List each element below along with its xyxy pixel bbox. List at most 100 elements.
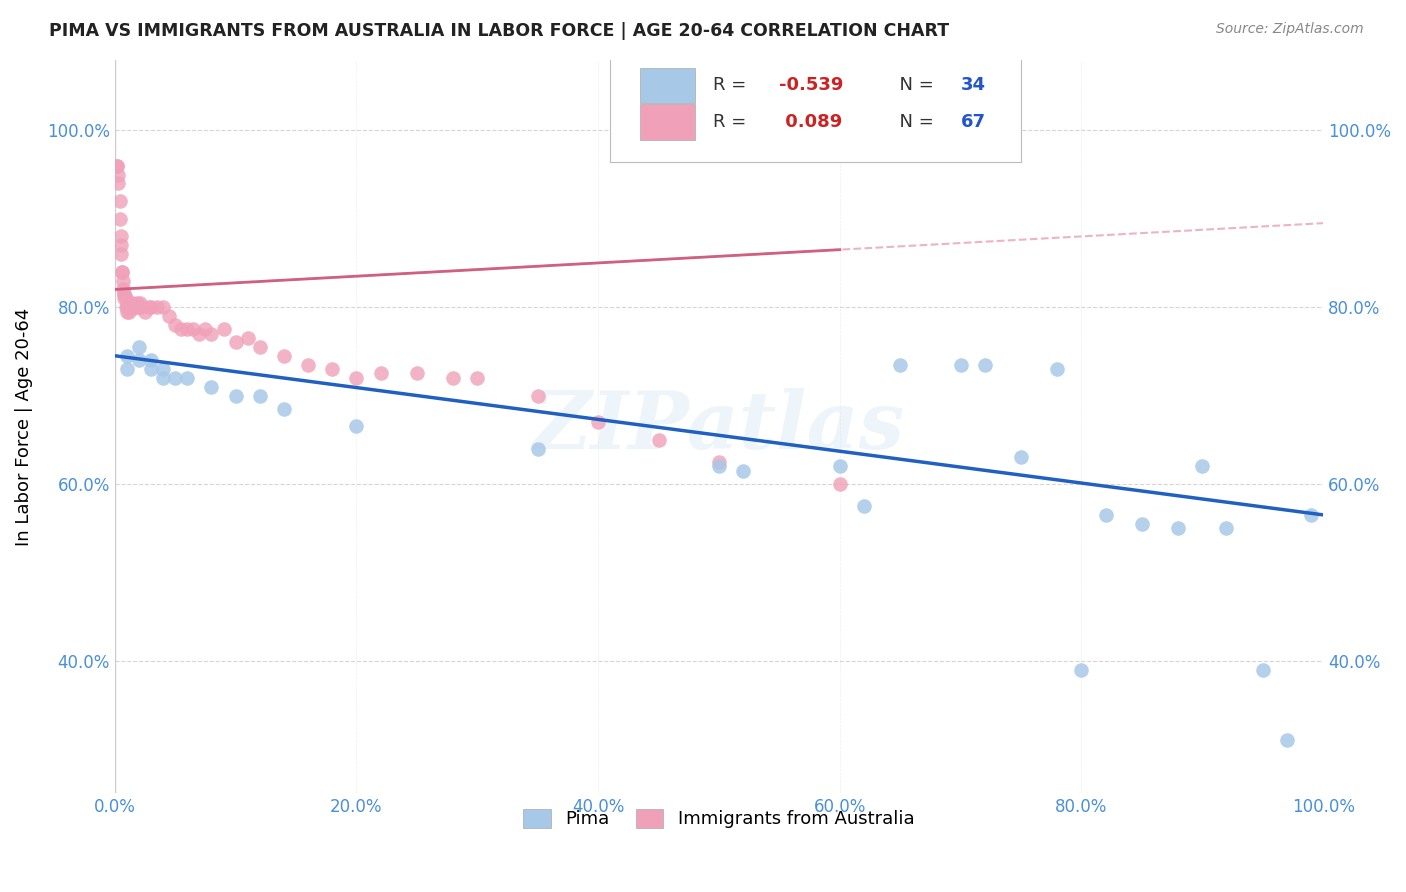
Point — [139, 353, 162, 368]
Point — [1191, 459, 1213, 474]
Point — [131, 300, 153, 314]
Point — [200, 380, 222, 394]
Point — [405, 367, 427, 381]
Point — [346, 371, 368, 385]
Point — [117, 300, 139, 314]
Point — [346, 419, 368, 434]
Point — [1275, 733, 1298, 747]
Point — [1094, 508, 1116, 522]
Point — [110, 238, 132, 252]
Point — [852, 499, 875, 513]
Text: PIMA VS IMMIGRANTS FROM AUSTRALIA IN LABOR FORCE | AGE 20-64 CORRELATION CHART: PIMA VS IMMIGRANTS FROM AUSTRALIA IN LAB… — [49, 22, 949, 40]
Point — [114, 291, 136, 305]
Point — [122, 300, 145, 314]
Point — [586, 415, 609, 429]
Point — [889, 358, 911, 372]
Point — [118, 304, 141, 318]
Point — [152, 362, 174, 376]
Point — [297, 358, 319, 372]
Point — [1070, 663, 1092, 677]
Point — [134, 304, 156, 318]
Point — [115, 300, 138, 314]
Point — [122, 300, 145, 314]
Point — [828, 459, 851, 474]
Point — [249, 340, 271, 354]
Point — [111, 265, 134, 279]
FancyBboxPatch shape — [610, 56, 1021, 162]
Point — [139, 362, 162, 376]
Point — [114, 300, 136, 314]
Point — [107, 168, 129, 182]
Point — [181, 322, 204, 336]
Point — [152, 300, 174, 314]
Point — [1130, 516, 1153, 531]
Point — [115, 304, 138, 318]
Point — [1046, 362, 1069, 376]
Point — [707, 455, 730, 469]
Point — [828, 477, 851, 491]
Point — [152, 371, 174, 385]
Point — [115, 362, 138, 376]
Text: 67: 67 — [960, 113, 986, 131]
Point — [225, 388, 247, 402]
Bar — [640, 104, 695, 139]
Point — [647, 433, 669, 447]
Text: R =: R = — [713, 113, 752, 131]
Point — [146, 300, 169, 314]
Point — [128, 340, 150, 354]
Point — [225, 335, 247, 350]
Point — [273, 349, 295, 363]
Point — [105, 159, 128, 173]
Point — [733, 464, 755, 478]
Point — [127, 300, 149, 314]
Point — [128, 353, 150, 368]
Text: -0.539: -0.539 — [779, 77, 844, 95]
Point — [249, 388, 271, 402]
Point — [170, 322, 193, 336]
Point — [139, 300, 162, 314]
Point — [112, 286, 135, 301]
Point — [176, 371, 198, 385]
Point — [176, 322, 198, 336]
Point — [157, 309, 180, 323]
Point — [949, 358, 972, 372]
Point — [124, 300, 146, 314]
Point — [115, 349, 138, 363]
Point — [1167, 521, 1189, 535]
Point — [273, 401, 295, 416]
Point — [105, 159, 128, 173]
Text: ZIPatlas: ZIPatlas — [533, 388, 905, 466]
Point — [110, 247, 132, 261]
Point — [108, 194, 131, 208]
Legend: Pima, Immigrants from Australia: Pima, Immigrants from Australia — [516, 802, 922, 836]
Point — [110, 229, 132, 244]
Point — [370, 367, 392, 381]
Point — [138, 300, 160, 314]
Point — [117, 300, 139, 314]
Point — [526, 388, 548, 402]
Point — [1299, 508, 1322, 522]
Text: 34: 34 — [960, 77, 986, 95]
Text: Source: ZipAtlas.com: Source: ZipAtlas.com — [1216, 22, 1364, 37]
Point — [1010, 450, 1032, 465]
Point — [707, 459, 730, 474]
Bar — [640, 68, 695, 103]
Point — [112, 282, 135, 296]
Point — [1215, 521, 1237, 535]
Point — [112, 286, 135, 301]
Text: R =: R = — [713, 77, 752, 95]
Point — [200, 326, 222, 341]
Point — [122, 300, 145, 314]
Point — [212, 322, 235, 336]
Point — [120, 300, 142, 314]
Point — [115, 300, 138, 314]
Point — [121, 295, 143, 310]
Point — [165, 318, 187, 332]
Text: 0.089: 0.089 — [779, 113, 842, 131]
Point — [112, 291, 135, 305]
Point — [165, 371, 187, 385]
Point — [441, 371, 464, 385]
Point — [194, 322, 217, 336]
Point — [120, 300, 142, 314]
Point — [188, 326, 211, 341]
